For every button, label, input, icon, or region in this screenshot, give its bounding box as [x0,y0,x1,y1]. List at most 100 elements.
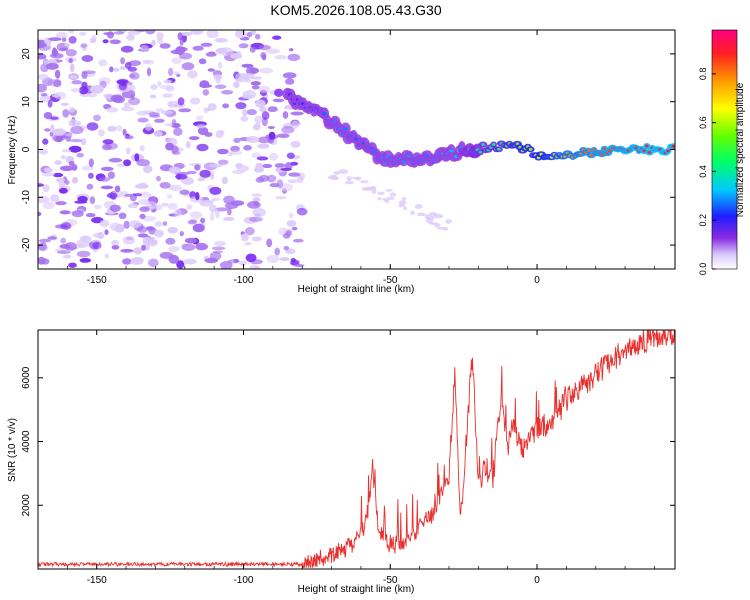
noise-blob [377,197,382,201]
noise-blob [52,134,64,142]
noise-blob [179,52,192,60]
noise-blob [192,223,205,233]
noise-blob [215,209,220,219]
noise-blob [114,223,125,233]
colorbar-tick-label: 0.0 [698,263,708,276]
noise-blob [64,242,77,251]
x-tick-label: -100 [233,275,253,286]
noise-blob [338,169,349,174]
ridge-core [322,112,327,116]
noise-blob [290,111,304,116]
noise-blob [68,30,75,34]
noise-blob [196,124,206,129]
noise-blob [179,189,190,195]
noise-blob [280,167,292,171]
noise-blob [277,133,290,139]
noise-blob [443,227,449,231]
noise-blob [78,86,89,95]
noise-blob [355,176,361,181]
noise-blob [89,196,96,205]
noise-blob [42,138,49,145]
noise-blob [88,158,94,168]
noise-blob [139,44,149,51]
noise-blob [291,120,300,129]
spectrogram-marks [38,30,675,269]
noise-blob [128,220,142,229]
noise-blob [360,180,369,184]
noise-blob [410,210,415,216]
noise-blob [43,167,53,173]
noise-blob [199,200,214,207]
y-tick-label: -10 [21,190,32,205]
noise-blob [195,242,208,251]
noise-blob [59,210,71,215]
noise-blob [77,243,84,248]
noise-blob [188,136,200,141]
noise-blob [153,130,163,137]
noise-blob [244,242,252,246]
noise-blob [183,258,197,265]
noise-blob [136,159,150,167]
noise-blob [290,140,301,148]
noise-blob [114,31,124,35]
noise-blob [238,43,249,49]
noise-blob [61,149,72,153]
noise-blob [48,37,62,42]
ridge-core [481,143,485,146]
noise-blob [79,31,87,36]
noise-blob [86,183,94,190]
noise-blob [293,264,305,267]
noise-blob [205,52,217,57]
noise-blob [123,220,130,229]
noise-blob [425,218,434,224]
noise-blob [272,35,282,40]
snr-y-ticks: 2000 4000 6000 [21,366,675,516]
noise-blob [118,81,127,91]
noise-blob [209,186,222,195]
noise-blob [148,239,158,247]
noise-blob [260,52,267,59]
noise-blob [68,36,77,44]
noise-blob [286,152,295,159]
noise-blob [247,201,261,209]
noise-blob [218,130,225,135]
noise-blob [126,147,131,155]
ridge-core [406,154,412,158]
noise-blob [89,37,97,44]
ridge-core [528,147,533,151]
y-tick-label: 2000 [21,494,32,517]
noise-blob [69,139,83,143]
noise-blob [246,109,257,116]
noise-blob [71,210,84,218]
noise-blob [186,204,193,210]
noise-blob [251,236,262,242]
ridge-core [645,144,649,148]
noise-blob [46,39,52,47]
noise-blob [57,250,71,255]
noise-blob [398,200,407,205]
ridge-core [478,150,483,154]
noise-blob [38,238,52,243]
noise-blob [384,198,390,203]
noise-blob [207,68,215,72]
ridge-core [491,143,496,146]
noise-blob [102,139,114,145]
noise-blob [139,144,145,152]
noise-blob [197,126,209,136]
noise-blob [236,51,241,57]
noise-blob [196,115,204,121]
noise-blob [187,219,197,225]
noise-blob [424,214,431,219]
noise-blob [285,78,295,85]
noise-blob [249,264,259,269]
noise-blob [38,53,47,60]
noise-blob [72,176,79,184]
noise-blob [282,72,297,79]
noise-blob [223,195,235,205]
noise-blob [76,250,91,258]
noise-blob [266,174,277,183]
noise-blob [137,117,149,123]
noise-blob [195,192,200,201]
noise-blob [206,30,219,39]
noise-blob [38,183,45,187]
